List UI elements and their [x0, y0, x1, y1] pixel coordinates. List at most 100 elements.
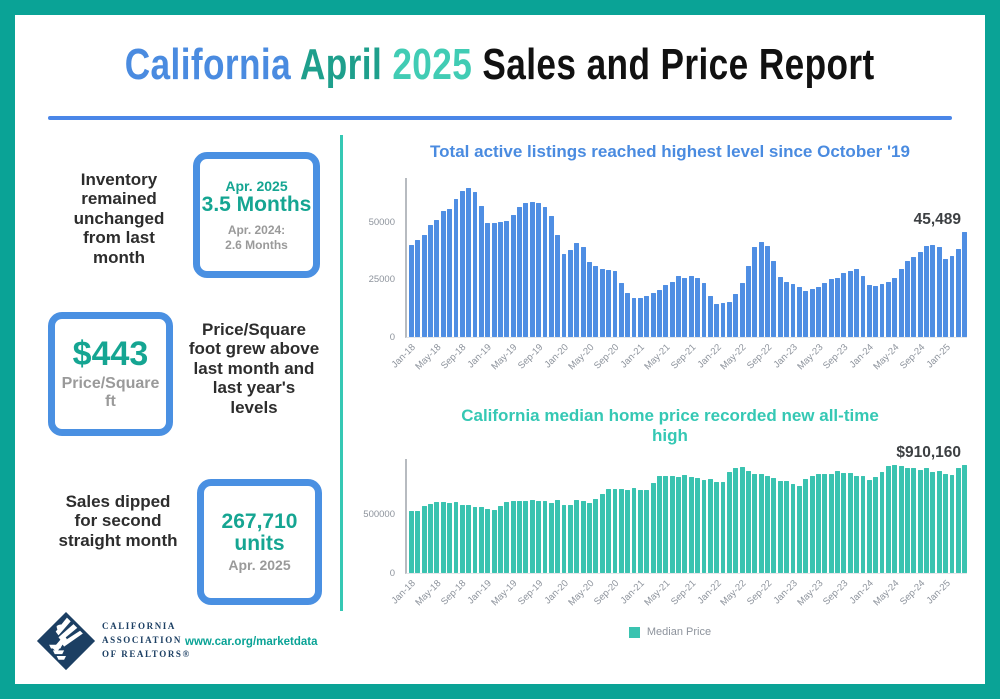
bar — [428, 225, 433, 338]
bar — [682, 277, 688, 338]
bar — [504, 501, 510, 574]
bar — [733, 468, 739, 574]
bar — [669, 475, 675, 574]
bar — [409, 244, 414, 338]
bar — [517, 206, 522, 338]
car-logo: CALIFORNIA ASSOCIATION OF REALTORS® — [36, 610, 191, 672]
x-tick-label: May-19 — [489, 342, 520, 373]
title-part: California — [125, 40, 301, 89]
marketdata-link[interactable]: www.car.org/marketdata — [185, 636, 318, 648]
price-x-axis: Jan-18 May-18 Sep-18 Jan-19 May-19 Sep-19 Jan-… — [390, 574, 967, 626]
bar — [816, 286, 821, 338]
bar — [866, 479, 872, 574]
bar — [580, 246, 586, 338]
bar — [803, 479, 809, 574]
bar — [879, 284, 885, 338]
x-tick-label: May-21 — [642, 342, 673, 373]
x-tick-label: Jan-20 — [542, 342, 571, 371]
bar — [434, 501, 440, 574]
x-tick-label: May-24 — [871, 342, 902, 373]
bar — [644, 490, 650, 574]
x-tick-label: May-21 — [642, 578, 673, 609]
x-tick-label: Sep-18 — [439, 578, 469, 608]
bar — [790, 284, 796, 338]
bar — [447, 209, 453, 338]
bar — [421, 506, 427, 574]
y-tick-label: 0 — [389, 332, 395, 344]
bar — [822, 473, 828, 574]
bar — [688, 477, 694, 574]
listings-y-axis: 50000 25000 0 — [355, 178, 399, 343]
inventory-stat-box: Apr. 2025 3.5 Months Apr. 2024: 2.6 Mont… — [193, 152, 320, 278]
sales-value: 267,710 — [221, 509, 298, 533]
bar — [587, 503, 592, 574]
bar — [892, 465, 898, 574]
x-tick-label: Sep-21 — [668, 578, 698, 608]
bar — [485, 509, 491, 574]
y-tick-label: 50000 — [368, 216, 395, 228]
bar — [898, 268, 904, 338]
bar — [434, 219, 440, 338]
inventory-compare-line2: 2.6 Months — [225, 237, 288, 252]
price-per-sqft-box: $443 Price/Square ft — [48, 312, 173, 436]
bar — [466, 505, 472, 574]
bar — [726, 302, 732, 338]
bar — [816, 473, 821, 574]
bar — [714, 482, 720, 574]
active-listings-chart: 50000 25000 0 45,489 Jan-18 May-18 Sep-18 Jan… — [355, 178, 985, 390]
bar — [504, 220, 510, 338]
bar — [924, 246, 929, 338]
bar — [567, 249, 573, 338]
bar — [841, 473, 847, 574]
bar — [466, 188, 472, 338]
bar — [790, 483, 796, 574]
bar — [924, 467, 929, 574]
bar — [459, 190, 465, 338]
bar — [631, 488, 637, 574]
price-chart-title: California median home price recorded ne… — [461, 406, 879, 446]
bar — [631, 297, 637, 338]
bar — [930, 471, 936, 574]
price-per-sqft-text: Price/Square foot grew above last month … — [188, 320, 320, 417]
bar — [529, 202, 535, 338]
bar — [746, 266, 751, 338]
bar — [733, 294, 739, 338]
x-tick-label: Jan-25 — [924, 578, 953, 607]
x-tick-label: Jan-21 — [618, 342, 648, 371]
x-tick-label: May-22 — [718, 578, 749, 609]
price-bars — [405, 459, 968, 575]
price-y-axis: 500000 0 — [355, 459, 399, 579]
bar — [911, 467, 917, 574]
bar — [485, 222, 491, 338]
bar — [777, 480, 783, 574]
listings-bars — [405, 178, 968, 339]
bar — [574, 242, 580, 338]
listings-chart-title: Total active listings reached highest le… — [430, 142, 910, 161]
x-tick-label: May-20 — [565, 578, 597, 609]
sales-units-label: units — [234, 531, 285, 555]
bar — [472, 191, 478, 338]
bar — [695, 277, 701, 338]
bar — [440, 501, 446, 574]
bar — [567, 504, 573, 574]
bar — [529, 499, 535, 574]
bar — [421, 234, 427, 338]
bar — [828, 279, 834, 338]
bar — [917, 470, 923, 574]
x-tick-label: May-23 — [795, 342, 826, 373]
bar — [726, 472, 732, 574]
x-tick-label: Sep-24 — [897, 578, 928, 608]
x-tick-label: Jan-18 — [389, 578, 418, 607]
median-price-legend-swatch — [628, 626, 640, 638]
bar — [739, 283, 745, 338]
bar — [555, 234, 561, 338]
x-tick-label: May-18 — [413, 342, 444, 373]
x-tick-label: Jan-21 — [618, 578, 648, 607]
header-divider — [48, 116, 952, 120]
title-part: 2025 — [392, 40, 483, 89]
bar — [898, 466, 904, 574]
bar — [536, 203, 542, 338]
bar — [536, 501, 542, 574]
x-tick-label: Jan-23 — [771, 342, 800, 371]
x-tick-label: Sep-23 — [821, 578, 851, 608]
